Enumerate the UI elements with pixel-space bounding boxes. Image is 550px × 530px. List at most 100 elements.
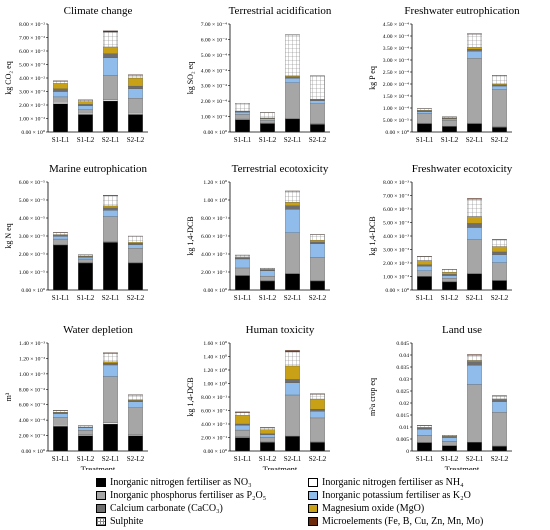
y-tick-label: 0.00 × 10⁰ (203, 129, 227, 136)
y-tick-label: 6.00 × 10⁻⁴ (201, 37, 227, 43)
legend-item-micro: Microelements (Fe, B, Cu, Zn, Mn, Mo) (308, 515, 483, 528)
x-tick-label: S1-L1 (416, 294, 434, 302)
bar-segment-micro (103, 352, 118, 354)
bar-segment-caco3 (128, 85, 143, 89)
bar-segment-k2o (442, 118, 457, 121)
legend-swatch (96, 478, 106, 487)
bar-segment-k2o (53, 413, 68, 418)
chart-title: Land use (442, 324, 482, 336)
chart-panel: Terrestrial ecotoxicity 0.00 × 10⁰ 2.00 × … (186, 163, 330, 302)
bar-segment-k2o (417, 111, 432, 114)
bar-segment-k2o (128, 244, 143, 249)
bar-segment-no3 (417, 276, 432, 291)
bar-segment-no3 (442, 281, 457, 291)
bar-segment-no3 (442, 445, 457, 452)
bar-segment-p2o5 (235, 267, 250, 276)
y-tick-label: 0.00 × 10⁰ (21, 448, 45, 455)
y-tick-label: 0.025 (396, 389, 409, 395)
y-tick-label: 1.50 × 10⁻⁴ (383, 94, 409, 100)
bar-segment-k2o (53, 91, 68, 98)
y-tick-label: 6.00 × 10⁻¹ (201, 234, 227, 240)
y-tick-label: 0.00 × 10⁰ (385, 129, 409, 136)
bar-segment-k2o (78, 257, 93, 260)
y-tick-label: 4.00 × 10⁻¹ (201, 422, 227, 428)
y-tick-label: 8.00 × 10⁻¹ (201, 395, 227, 401)
x-tick-label: S2-L2 (127, 294, 145, 302)
bar-segment-p2o5 (285, 82, 300, 119)
y-axis-label: kg P eq (368, 66, 377, 90)
bar-segment-no3 (53, 426, 68, 452)
bar-segment-p2o5 (128, 407, 143, 435)
bar-segment-nh4 (103, 422, 118, 425)
bar-segment-p2o5 (260, 437, 275, 442)
y-tick-label: 7.00 × 10⁻³ (383, 194, 409, 200)
bar-segment-caco3 (442, 274, 457, 276)
bar-segment-so3 (467, 198, 482, 217)
bar-segment-caco3 (103, 207, 118, 211)
bar-segment-k2o (260, 270, 275, 277)
bar-segment-so3 (103, 195, 118, 207)
bar-segment-no3 (467, 123, 482, 133)
x-tick-label: S1-L1 (234, 455, 252, 463)
x-tick-label: S2-L1 (466, 136, 484, 144)
bar-segment-k2o (310, 411, 325, 419)
stacked-bar-charts: Climate change 0.00 × 10⁰ 1.00 × 10⁻² 2.00 … (4, 5, 520, 474)
bar-segment-p2o5 (260, 275, 275, 281)
legend-label: Inorganic phosphorus fertiliser as P₂O₅ (110, 490, 267, 501)
bar-segment-p2o5 (103, 75, 118, 100)
bar-segment-caco3 (128, 400, 143, 402)
y-tick-label: 2.00 × 10⁻⁴ (19, 434, 45, 440)
bar-segment-so3 (285, 191, 300, 203)
bar-segment-k2o (310, 100, 325, 104)
bar-segment-caco3 (285, 379, 300, 383)
x-tick-label: S1-L2 (441, 455, 459, 463)
bar-segment-p2o5 (53, 417, 68, 426)
y-tick-label: 2.00 × 10⁻⁴ (201, 99, 227, 105)
bar-segment-p2o5 (78, 258, 93, 263)
legend-label: Inorganic potassium fertiliser as K₂O (322, 490, 471, 501)
chart-title: Terrestrial acidification (229, 5, 332, 17)
y-tick-label: 1.20 × 10⁰ (203, 367, 227, 374)
bar-segment-caco3 (467, 223, 482, 228)
bar-segment-caco3 (53, 235, 68, 237)
bar-segment-p2o5 (442, 119, 457, 127)
bar-segment-no3 (103, 242, 118, 291)
x-tick-label: S1-L2 (441, 136, 459, 144)
y-tick-label: 8.00 × 10⁻⁴ (19, 387, 45, 393)
y-tick-label: 2.00 × 10⁻³ (383, 261, 409, 267)
x-axis-label: Treatment (81, 464, 116, 470)
y-tick-label: 2.00 × 10⁻² (19, 103, 45, 109)
bar-segment-caco3 (310, 408, 325, 412)
bar-segment-so3 (53, 81, 68, 84)
chart-panel: Freshwater ecotoxicity 0.00 × 10⁰ 1.00 × 1… (368, 163, 513, 302)
y-tick-label: 0.03 (399, 377, 409, 383)
legend-swatch (308, 504, 318, 513)
bar-segment-mgo (467, 47, 482, 50)
bar-segment-so3 (310, 234, 325, 241)
y-axis-label: kg SO₂ eq (186, 62, 195, 95)
bar-segment-mgo (285, 365, 300, 380)
bar-segment-so3 (78, 254, 93, 257)
bar-segment-mgo (310, 398, 325, 410)
y-tick-label: 3.50 × 10⁻⁴ (383, 46, 409, 52)
bar-segment-p2o5 (260, 120, 275, 124)
bar-segment-no3 (53, 103, 68, 133)
x-tick-label: S2-L1 (102, 136, 120, 144)
y-tick-label: 3.00 × 10⁻⁴ (201, 84, 227, 90)
chart-title: Freshwater ecotoxicity (412, 163, 513, 175)
bar-segment-mgo (103, 361, 118, 364)
x-tick-label: S1-L2 (77, 294, 95, 302)
bar-segment-mgo (467, 360, 482, 362)
bar-segment-so3 (103, 353, 118, 363)
bar-segment-mgo (310, 239, 325, 243)
y-tick-label: 4.00 × 10⁻³ (383, 234, 409, 240)
legend-swatch (308, 517, 318, 526)
bar-segment-no3 (492, 446, 507, 452)
x-tick-label: S1-L1 (52, 455, 70, 463)
bar-segment-p2o5 (128, 98, 143, 114)
bar-segment-p2o5 (128, 248, 143, 263)
bar-segment-so3 (442, 269, 457, 273)
bar-segment-caco3 (235, 423, 250, 426)
bar-segment-mgo (235, 415, 250, 425)
y-tick-label: 8.00 × 10⁻³ (383, 180, 409, 186)
